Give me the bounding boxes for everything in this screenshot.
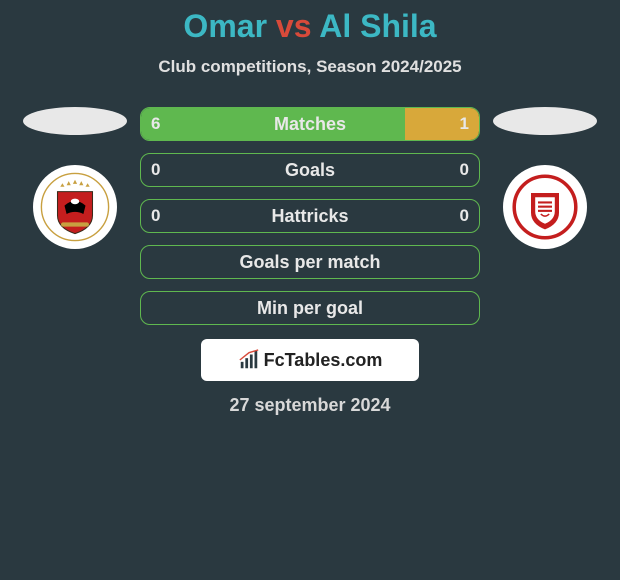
- comparison-card: Omar vs Al Shila Club competitions, Seas…: [0, 0, 620, 416]
- player2-photo-placeholder: [493, 107, 597, 135]
- page-title: Omar vs Al Shila: [0, 8, 620, 45]
- watermark-text: FcTables.com: [264, 350, 383, 371]
- player1-name: Omar: [183, 8, 267, 44]
- stat-bar-matches: 61Matches: [140, 107, 480, 141]
- stat-bar-goals: 00Goals: [140, 153, 480, 187]
- bar-label: Hattricks: [141, 206, 479, 227]
- bar-label: Goals per match: [141, 252, 479, 273]
- right-shield-icon: [510, 172, 580, 242]
- main-row: 61Matches 00Goals 00Hattricks Goals per mat…: [0, 107, 620, 325]
- vs-text: vs: [276, 8, 312, 44]
- subtitle: Club competitions, Season 2024/2025: [0, 57, 620, 77]
- stat-bar-hattricks: 00Hattricks: [140, 199, 480, 233]
- right-column: [490, 107, 600, 249]
- left-column: [20, 107, 130, 249]
- player1-photo-placeholder: [23, 107, 127, 135]
- date-text: 27 september 2024: [0, 395, 620, 416]
- ahly-shield-icon: [40, 172, 110, 242]
- stat-bar-min-per-goal: Min per goal: [140, 291, 480, 325]
- stat-bar-goals-per-match: Goals per match: [140, 245, 480, 279]
- chart-icon: [238, 349, 260, 371]
- bar-label: Matches: [141, 114, 479, 135]
- player2-name: Al Shila: [319, 8, 436, 44]
- club-logo-right: [503, 165, 587, 249]
- bar-label: Goals: [141, 160, 479, 181]
- stats-bars: 61Matches 00Goals 00Hattricks Goals per mat…: [140, 107, 480, 325]
- watermark: FcTables.com: [201, 339, 419, 381]
- club-logo-left: [33, 165, 117, 249]
- bar-label: Min per goal: [141, 298, 479, 319]
